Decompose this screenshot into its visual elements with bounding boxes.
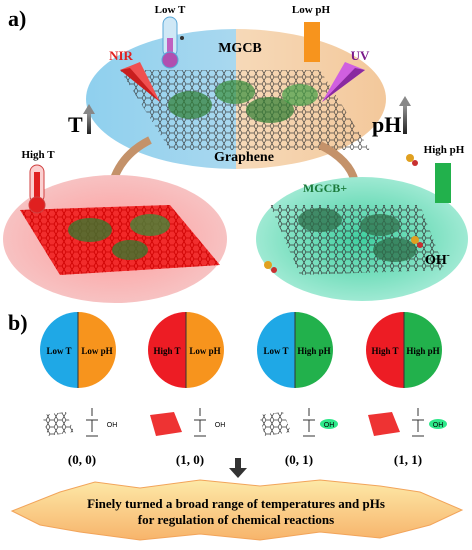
summary-banner bbox=[10, 479, 464, 541]
nir-label: NIR bbox=[109, 48, 133, 63]
state-right-label: High pH bbox=[297, 346, 330, 356]
state-left-label: Low T bbox=[46, 346, 71, 356]
panel-b-label: b) bbox=[8, 310, 28, 335]
mini-graphene-sheet bbox=[259, 412, 291, 436]
graphene-label: Graphene bbox=[214, 150, 274, 165]
high-ph-bar bbox=[435, 163, 451, 203]
high-t-label: High T bbox=[21, 149, 55, 161]
oh-group-label: OH bbox=[215, 422, 226, 429]
oh-group-label: OH bbox=[324, 422, 335, 429]
t-arrow-label: T bbox=[68, 112, 83, 137]
molecule-structure-icon bbox=[86, 408, 98, 437]
panel-a-label: a) bbox=[8, 6, 26, 31]
molecule-structure-icon bbox=[303, 408, 315, 437]
state-1: High T Low pH OH (1, 0) bbox=[148, 312, 225, 467]
state-code: (0, 1) bbox=[285, 452, 313, 467]
oh-highlight bbox=[320, 419, 338, 429]
low-t-label: Low T bbox=[155, 4, 186, 16]
state-3: High T High pH OH (1, 1) bbox=[366, 312, 447, 467]
oh-group-label: OH bbox=[433, 422, 444, 429]
state-circles: Low T Low pH OH (0, 0) High T Low pH OH (1, 0) L… bbox=[40, 312, 447, 467]
banner-line-2: for regulation of chemical reactions bbox=[138, 512, 334, 527]
mini-graphene-sheet bbox=[150, 412, 182, 436]
state-left-half bbox=[148, 312, 186, 388]
low-ph-bar bbox=[304, 22, 320, 62]
mini-graphene-sheet bbox=[42, 412, 74, 436]
state-right-half bbox=[295, 312, 333, 388]
molecule-structure-icon bbox=[412, 408, 424, 437]
state-code: (1, 1) bbox=[394, 452, 422, 467]
thermometer-hot-icon bbox=[28, 164, 46, 214]
t-up-arrow-icon bbox=[83, 104, 95, 134]
oh-highlight bbox=[429, 419, 447, 429]
state-2: Low T High pH OH (0, 1) bbox=[257, 312, 338, 467]
state-left-label: High T bbox=[153, 346, 180, 356]
oh-minus-label: OH- bbox=[425, 250, 450, 268]
mgcb-label: MGCB bbox=[218, 41, 262, 56]
state-right-label: High pH bbox=[406, 346, 439, 356]
high-ph-label: High pH bbox=[424, 144, 465, 156]
ph-arrow-label: pH bbox=[372, 112, 401, 137]
state-right-label: Low pH bbox=[189, 346, 220, 356]
state-right-half bbox=[78, 312, 116, 388]
state-code: (0, 0) bbox=[68, 452, 96, 467]
uv-label: UV bbox=[351, 48, 370, 63]
state-left-label: High T bbox=[371, 346, 398, 356]
state-code: (1, 0) bbox=[176, 452, 204, 467]
ph-up-arrow-icon bbox=[399, 96, 411, 134]
state-right-half bbox=[404, 312, 442, 388]
state-right-label: Low pH bbox=[81, 346, 112, 356]
mgcb-plus-label: MGCB+ bbox=[303, 181, 347, 195]
state-0: Low T Low pH OH (0, 0) bbox=[40, 312, 117, 467]
mini-graphene-sheet bbox=[368, 412, 400, 436]
state-left-half bbox=[366, 312, 404, 388]
banner-line-1: Finely turned a broad range of temperatu… bbox=[87, 496, 385, 511]
state-left-half bbox=[40, 312, 78, 388]
oh-group-label: OH bbox=[107, 422, 118, 429]
top-molecules bbox=[168, 80, 318, 123]
hot-molecules bbox=[68, 214, 170, 260]
nir-beam-icon bbox=[120, 62, 160, 102]
state-right-half bbox=[186, 312, 224, 388]
low-ph-label: Low pH bbox=[292, 4, 331, 16]
base-molecules bbox=[298, 208, 417, 262]
hydroxide-ion-icons bbox=[264, 154, 423, 273]
state-left-half bbox=[257, 312, 295, 388]
molecule-structure-icon bbox=[194, 408, 206, 437]
thermometer-cold-icon bbox=[161, 16, 184, 69]
down-arrow-icon bbox=[229, 458, 247, 478]
state-left-label: Low T bbox=[263, 346, 288, 356]
uv-beam-icon bbox=[322, 62, 365, 102]
